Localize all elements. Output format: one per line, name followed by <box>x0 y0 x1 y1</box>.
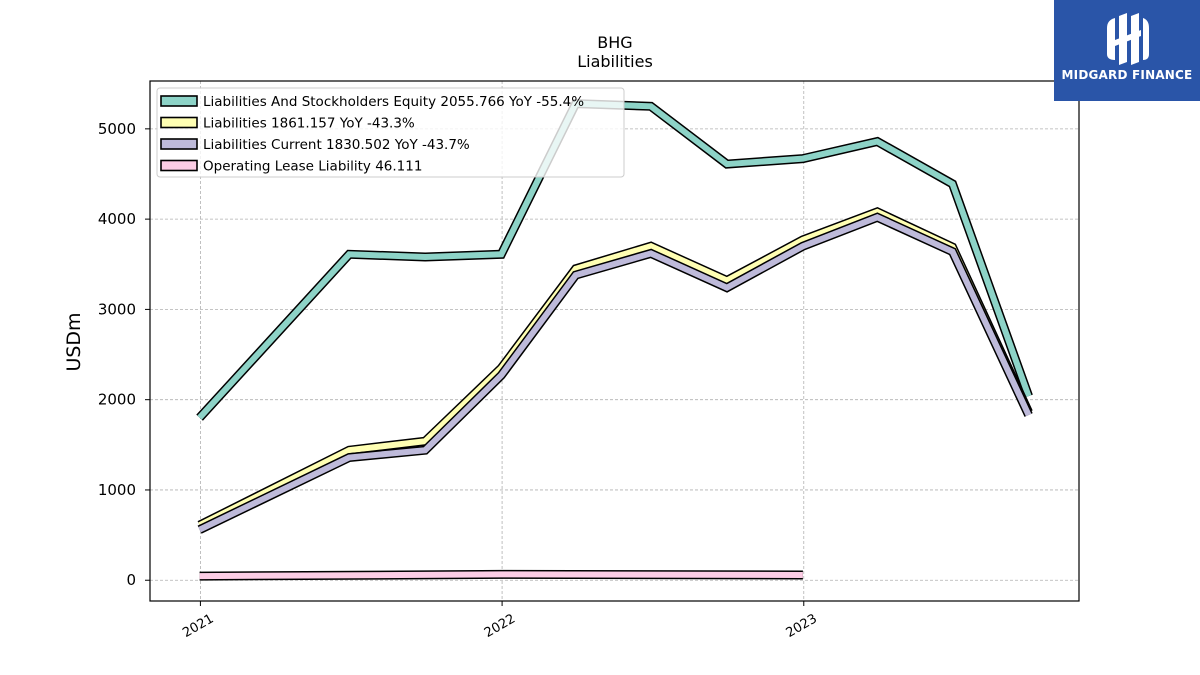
logo-mark-icon <box>1107 13 1149 65</box>
y-tick-label: 0 <box>126 571 136 589</box>
legend-swatch <box>160 138 198 150</box>
legend-swatch <box>160 95 198 107</box>
brand-logo: MIDGARD FINANCE <box>1054 0 1200 101</box>
series-2 <box>197 212 1033 534</box>
series-0 <box>196 98 1033 421</box>
series-line <box>197 100 1032 420</box>
x-tick-label: 2021 <box>180 611 216 641</box>
legend-swatch <box>160 159 198 172</box>
y-tick-label: 1000 <box>98 481 136 499</box>
x-tick-label: 2022 <box>482 611 518 641</box>
logo-text: MIDGARD FINANCE <box>1061 68 1193 82</box>
y-tick-label: 5000 <box>98 120 136 138</box>
legend-box <box>156 87 625 178</box>
series-layer <box>196 98 1033 581</box>
y-tick-label: 2000 <box>98 391 136 409</box>
series-line <box>198 208 1032 528</box>
chart-subtitle: Liabilities <box>577 52 653 71</box>
y-ticks: 0 1000 2000 3000 4000 5000 <box>98 120 150 589</box>
y-tick-label: 3000 <box>98 300 136 318</box>
x-ticks: 2021 2022 2023 <box>180 601 820 641</box>
series-line <box>198 214 1032 533</box>
series-1 <box>197 207 1033 530</box>
x-tick-label: 2023 <box>784 611 820 641</box>
chart-title: BHG <box>597 33 632 52</box>
legend-label: Operating Lease Liability 46.111 <box>203 159 422 175</box>
legend: Liabilities And Stockholders Equity 2055… <box>156 87 625 178</box>
y-tick-label: 4000 <box>98 210 136 228</box>
plot-frame <box>149 80 1080 602</box>
legend-label: Liabilities 1861.157 YoY -43.3% <box>203 116 415 132</box>
y-axis-label: USDm <box>63 312 85 371</box>
legend-label: Liabilities Current 1830.502 YoY -43.7% <box>203 137 470 153</box>
series-3 <box>199 569 803 581</box>
series-line <box>199 571 803 580</box>
legend-label: Liabilities And Stockholders Equity 2055… <box>203 94 584 110</box>
legend-swatch <box>160 116 198 129</box>
